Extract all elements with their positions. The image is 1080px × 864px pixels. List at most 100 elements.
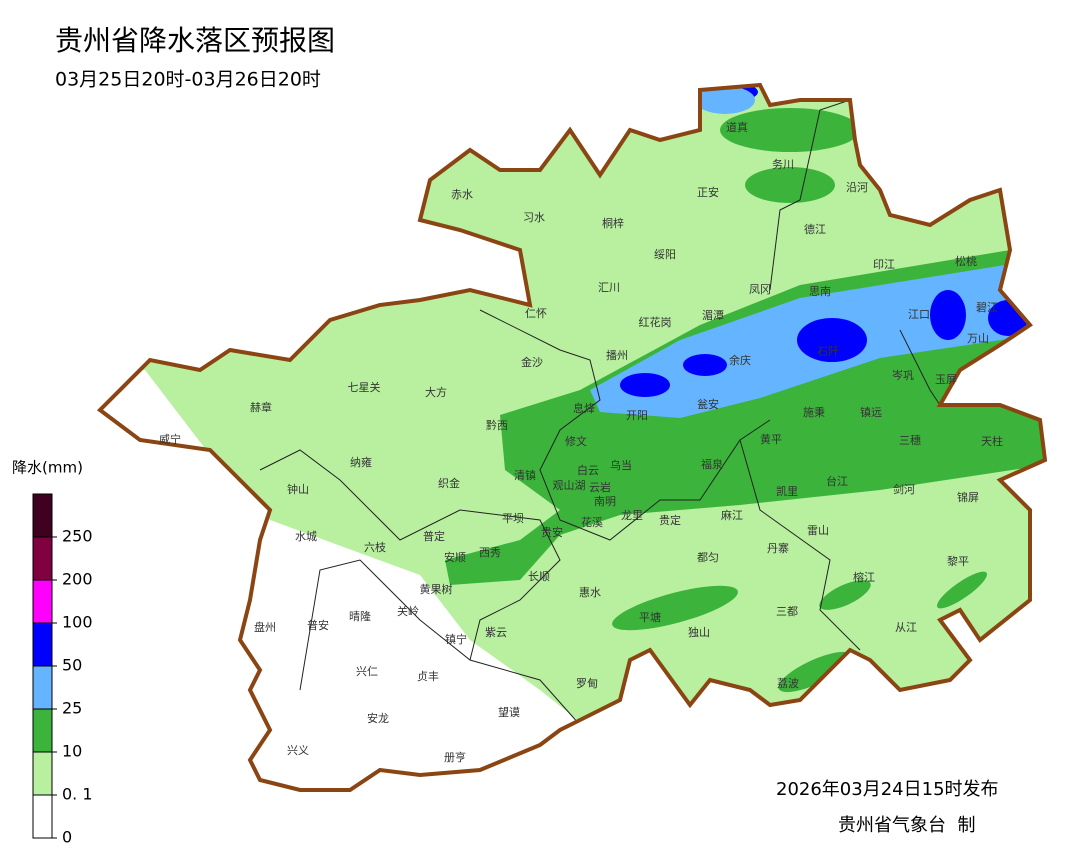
place-label: 黄果树	[420, 582, 453, 596]
place-label: 水城	[295, 530, 317, 543]
area-moderate	[720, 108, 860, 152]
legend-tick-label: 10	[62, 742, 82, 761]
place-label: 纳雍	[350, 455, 372, 469]
place-label: 贵安	[541, 525, 563, 539]
place-label: 兴义	[287, 744, 309, 757]
place-label: 惠水	[579, 585, 601, 599]
place-label: 荔波	[777, 677, 799, 690]
place-label: 习水	[523, 211, 545, 224]
place-label: 南明	[594, 495, 616, 508]
place-label: 锦屏	[957, 490, 979, 504]
place-label: 乌当	[610, 458, 632, 472]
legend-swatch	[32, 622, 53, 667]
place-label: 松桃	[955, 254, 977, 268]
title: 贵州省降水落区预报图	[55, 24, 335, 57]
place-label: 印江	[873, 258, 895, 271]
area-heavy	[695, 86, 755, 114]
place-label: 沿河	[846, 181, 868, 194]
place-label: 贵定	[659, 513, 681, 527]
place-label: 绥阳	[654, 248, 676, 261]
area-moderate	[778, 651, 852, 693]
place-label: 施秉	[803, 405, 825, 419]
legend-tick-label: 100	[62, 613, 93, 632]
area-rainstorm	[930, 290, 966, 340]
place-label: 天柱	[981, 434, 1003, 448]
place-label: 赫章	[250, 400, 272, 414]
city-border	[739, 439, 861, 651]
place-label: 息烽	[573, 401, 595, 415]
place-label: 播州	[606, 348, 628, 362]
place-label: 江口	[908, 308, 930, 321]
city-border	[259, 449, 561, 661]
place-label: 普定	[423, 529, 445, 543]
place-label: 紫云	[485, 626, 507, 639]
place-label: 黔西	[486, 418, 508, 432]
place-label: 仁怀	[525, 307, 547, 320]
legend-tick-label: 200	[62, 570, 93, 589]
place-label: 正安	[697, 185, 719, 199]
place-label: 玉屏	[935, 373, 957, 386]
place-label: 普安	[307, 618, 329, 632]
place-label: 凤冈	[749, 283, 771, 296]
legend-tick-label: 25	[62, 699, 82, 718]
place-label: 余庆	[729, 353, 751, 367]
legend-tick-label: 0	[62, 828, 72, 847]
place-label: 安龙	[367, 711, 389, 725]
legend-swatch	[32, 751, 53, 796]
legend-swatch	[32, 794, 53, 839]
place-label: 威宁	[159, 432, 181, 446]
place-label: 修文	[565, 434, 587, 448]
place-label: 贞丰	[417, 669, 439, 683]
place-label: 盘州	[254, 620, 276, 634]
city-border	[899, 329, 941, 406]
place-label: 赤水	[451, 188, 473, 201]
place-label: 镇宁	[445, 632, 467, 646]
place-label: 织金	[438, 476, 460, 490]
place-label: 平坝	[502, 511, 524, 525]
place-label: 安顺	[444, 550, 466, 564]
place-label: 金沙	[521, 355, 543, 369]
place-label: 瓮安	[697, 397, 719, 411]
place-label: 剑河	[893, 482, 915, 496]
place-label: 罗甸	[576, 677, 598, 690]
place-label: 台江	[826, 474, 848, 488]
issuer: 贵州省气象台 制	[838, 815, 975, 836]
area-moderate	[937, 571, 987, 609]
place-label: 西秀	[479, 546, 501, 559]
place-label: 石阡	[817, 345, 839, 358]
legend-swatch	[32, 536, 53, 581]
place-label: 晴隆	[349, 609, 371, 623]
place-label: 汇川	[598, 281, 620, 294]
place-label: 黎平	[947, 554, 969, 568]
issue-time: 2026年03月24日15时发布	[776, 779, 999, 800]
place-label: 凯里	[776, 485, 798, 498]
place-label: 红花岗	[639, 316, 672, 329]
place-label: 碧江	[976, 301, 998, 314]
place-label: 花溪	[581, 516, 603, 529]
place-label: 三穗	[899, 434, 921, 447]
place-label: 黄平	[760, 432, 782, 446]
legend-tick-label: 50	[62, 656, 82, 675]
legend-swatch	[32, 708, 53, 753]
legend-title: 降水(mm)	[12, 459, 83, 477]
place-label: 德江	[804, 222, 826, 236]
place-label: 三都	[776, 605, 798, 618]
area-rainstorm	[683, 354, 727, 376]
area-moderate	[745, 167, 835, 203]
legend-tick-label: 0. 1	[62, 785, 93, 804]
place-label: 开阳	[626, 409, 648, 422]
place-label: 钟山	[287, 482, 309, 496]
place-label: 榕江	[853, 570, 875, 584]
place-label: 万山	[967, 332, 989, 345]
place-label: 务川	[772, 158, 794, 171]
area-rainstorm	[797, 318, 867, 362]
city-border	[769, 99, 851, 291]
area-rainstorm	[620, 373, 670, 397]
subtitle: 03月25日20时-03月26日20时	[55, 69, 321, 91]
place-label: 清镇	[514, 468, 536, 482]
place-label: 道真	[726, 120, 748, 134]
place-label: 雷山	[807, 524, 829, 537]
place-label: 丹寨	[767, 541, 789, 555]
place-label: 镇远	[860, 405, 882, 419]
